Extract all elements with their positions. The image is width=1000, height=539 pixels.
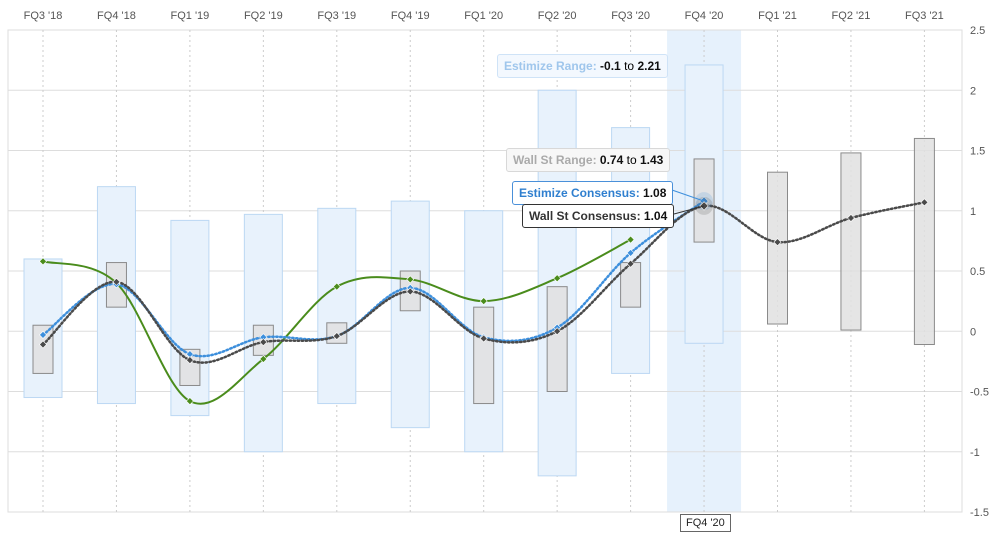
x-tick-label: FQ4 '19 [391, 10, 430, 22]
estimize-range-bars [23, 64, 724, 477]
x-tick-label: FQ1 '19 [171, 10, 210, 22]
point-actual [39, 257, 47, 266]
tooltip-estimize-range: Estimize Range: -0.1 to 2.21 [497, 54, 668, 78]
point-estimize_consensus [185, 350, 194, 359]
x-tick-label: FQ2 '21 [832, 10, 871, 22]
point-wallst_consensus [773, 238, 782, 247]
tooltip-estimize-consensus: Estimize Consensus: 1.08 [512, 181, 674, 205]
y-tick-label: -1.5 [970, 507, 989, 519]
x-tick-label: FQ3 '20 [611, 10, 650, 22]
x-tick-label: FQ3 '21 [905, 10, 944, 22]
point-estimize_consensus [259, 333, 268, 342]
point-actual [332, 282, 341, 291]
tooltip-wallst-range-label: Wall St Range: [513, 153, 597, 167]
x-tick-label: FQ4 '20 [685, 10, 724, 22]
point-actual [626, 235, 635, 244]
x-tick-label: FQ3 '18 [24, 10, 63, 22]
point-actual [406, 275, 415, 284]
point-wallst_consensus [406, 287, 415, 296]
y-tick-label: 1 [970, 206, 976, 218]
wallst-range-bar [840, 152, 862, 331]
y-tick-label: 0 [970, 326, 976, 338]
tooltip-wallst-range-low: 0.74 [599, 153, 624, 167]
tooltip-estimize-range-sep: to [624, 59, 635, 73]
x-tick-label: FQ2 '19 [244, 10, 283, 22]
point-wallst_consensus [920, 198, 929, 207]
series-line-actual [42, 238, 632, 405]
y-tick-label: 1.5 [970, 146, 985, 158]
point-wallst_consensus [332, 332, 341, 341]
point-wallst_consensus [39, 340, 47, 349]
x-tick-label: FQ3 '19 [317, 10, 356, 22]
tooltip-wallst-range-sep: to [626, 153, 637, 167]
point-estimize_consensus [626, 248, 635, 257]
tooltip-estimize-range-low: -0.1 [600, 59, 621, 73]
wallst-range-bar [473, 306, 495, 405]
tooltip-estimize-range-label: Estimize Range: [504, 59, 597, 73]
x-tick-label: FQ1 '20 [464, 10, 503, 22]
tooltip-wallst-range-high: 1.43 [639, 153, 664, 167]
point-actual [185, 397, 194, 406]
point-actual [479, 297, 488, 306]
y-tick-label: -0.5 [970, 387, 989, 399]
estimize-range-bar [170, 219, 210, 417]
tooltip-wallst-consensus-label: Wall St Consensus: [529, 209, 641, 223]
point-actual [553, 274, 562, 283]
tooltip-estimize-consensus-label: Estimize Consensus: [519, 186, 640, 200]
series-points [39, 189, 929, 406]
x-tick-label: FQ1 '21 [758, 10, 797, 22]
point-wallst_consensus [479, 334, 488, 343]
wallst-range-bar [546, 286, 568, 393]
tooltip-connector-wallst [673, 205, 705, 215]
point-wallst_consensus [626, 259, 635, 268]
y-tick-label: -1 [970, 447, 980, 459]
tooltip-estimize-range-high: 2.21 [637, 59, 661, 73]
wallst-range-bar [767, 171, 788, 325]
x-axis-ticks: FQ3 '18 FQ4 '18 FQ1 '19 FQ2 '19 FQ3 '19 FQ4 '… [24, 10, 944, 22]
y-tick-label: 2.5 [970, 25, 985, 37]
tooltip-wallst-range: Wall St Range: 0.74 to 1.43 [506, 148, 671, 172]
y-axis-ticks: -1.5 -1 -0.5 0 0.5 1 1.5 2 2.5 [970, 25, 989, 519]
point-wallst_consensus [846, 214, 855, 222]
tooltip-wallst-consensus: Wall St Consensus: 1.04 [522, 204, 675, 228]
point-actual [259, 355, 268, 363]
x-tick-label: FQ2 '20 [538, 10, 577, 22]
x-tick-label: FQ4 '18 [97, 10, 136, 22]
tooltip-estimize-consensus-value: 1.08 [643, 186, 667, 200]
wallst-range-bar [179, 348, 201, 386]
point-wallst_consensus [112, 277, 121, 286]
wallst-range-bars [32, 137, 935, 405]
point-wallst_consensus [185, 356, 194, 365]
estimize-range-bar [23, 258, 63, 399]
hover-x-label: FQ4 '20 [680, 514, 731, 532]
y-tick-label: 0.5 [970, 266, 985, 278]
tooltip-wallst-consensus-value: 1.04 [643, 209, 668, 223]
point-estimize_consensus [39, 330, 47, 339]
estimize-range-bar [317, 207, 357, 405]
wallst-range-bar [32, 324, 54, 374]
y-tick-label: 2 [970, 85, 976, 97]
wallst-range-bar [913, 137, 935, 346]
point-wallst_consensus [553, 327, 562, 336]
point-wallst_consensus [259, 338, 268, 347]
estimize-range-bar [390, 200, 430, 429]
tooltip-connector-estimize [671, 189, 705, 202]
